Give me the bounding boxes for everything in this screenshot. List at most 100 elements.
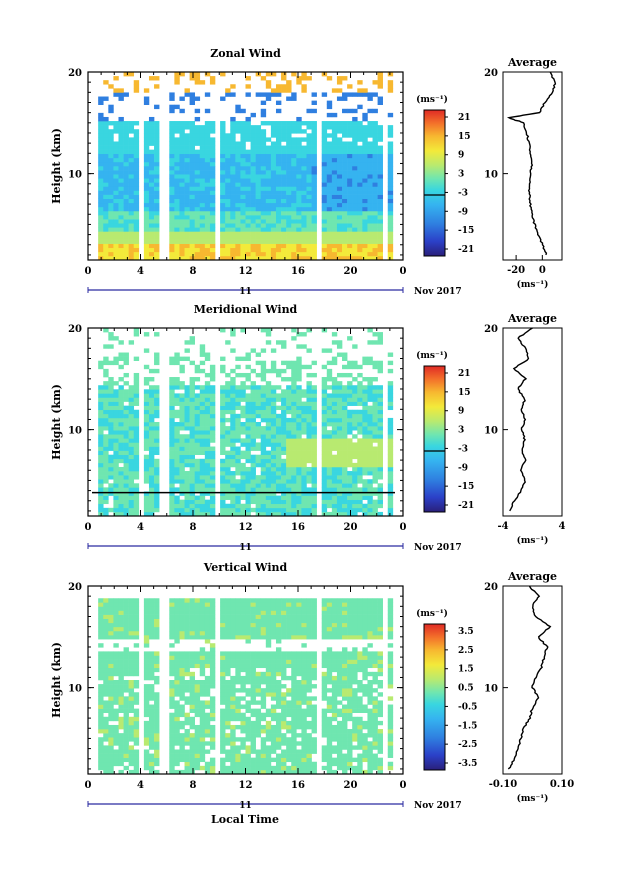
heatmap-cell [113, 356, 119, 361]
heatmap-cell [352, 417, 358, 423]
heatmap-cell [250, 198, 256, 204]
heatmap-cell [362, 479, 368, 484]
heatmap-cell [143, 454, 150, 460]
heatmap-cell [103, 405, 109, 411]
heatmap-cell [133, 729, 140, 734]
heatmap-cell [174, 671, 180, 677]
heatmap-cell [296, 153, 302, 159]
heatmap-cell [235, 618, 241, 624]
heatmap-cell [240, 716, 246, 722]
heatmap-cell [230, 121, 236, 126]
heatmap-cell [179, 598, 185, 603]
heatmap-cell [250, 651, 256, 656]
heatmap-cell [357, 499, 363, 505]
heatmap-cell [143, 426, 150, 431]
heatmap-cell [387, 462, 394, 468]
heatmap-cell [306, 381, 312, 386]
heatmap-cell [184, 417, 190, 423]
heatmap-cell [270, 462, 277, 468]
heatmap-cell [357, 153, 363, 159]
heatmap-cell [118, 413, 124, 419]
heatmap-cell [306, 422, 312, 427]
heatmap-cell [235, 704, 241, 709]
heatmap-cell [204, 761, 211, 767]
heatmap-cell [118, 141, 124, 146]
heatmap-cell [245, 352, 251, 357]
heatmap-cell [372, 491, 378, 496]
heatmap-cell [189, 606, 195, 611]
heatmap-cell [342, 170, 348, 175]
heatmap-cell [169, 618, 175, 624]
heatmap-cell [357, 507, 363, 513]
heatmap-cell [128, 458, 135, 464]
heatmap-cell [123, 663, 129, 669]
heatmap-cell [336, 413, 343, 419]
heatmap-cell [387, 397, 394, 402]
heatmap-cell [128, 757, 135, 763]
heatmap-cell [174, 145, 180, 150]
heatmap-cell [336, 190, 343, 195]
heatmap-cell [347, 422, 353, 427]
heatmap-cell [352, 377, 358, 382]
heatmap-cell [235, 153, 241, 159]
heatmap-cell [311, 108, 317, 114]
heatmap-cell [143, 499, 150, 505]
heatmap-cell [367, 450, 373, 455]
heatmap-cell [357, 210, 363, 216]
heatmap-cell [154, 475, 160, 480]
heatmap-cell [199, 405, 206, 411]
heatmap-cell [291, 186, 297, 191]
heatmap-cell [301, 231, 307, 236]
heatmap-cell [230, 495, 236, 500]
heatmap-cell [194, 475, 201, 480]
heatmap-cell [220, 389, 226, 394]
heatmap-cell [169, 741, 175, 746]
heatmap-cell [209, 129, 216, 134]
heatmap-cell [133, 765, 140, 771]
heatmap-cell [296, 438, 302, 443]
heatmap-cell [250, 231, 256, 236]
heatmap-cell [275, 88, 282, 93]
heatmap-cell [240, 630, 246, 636]
heatmap-cell [352, 194, 358, 199]
heatmap-cell [184, 243, 190, 249]
heatmap-cell [331, 360, 338, 366]
heatmap-cell [367, 405, 373, 411]
heatmap-cell [296, 235, 302, 240]
heatmap-cell [255, 487, 262, 492]
heatmap-cell [291, 409, 297, 415]
heatmap-cell [108, 153, 114, 159]
heatmap-cell [154, 491, 160, 496]
heatmap-cell [240, 251, 246, 257]
heatmap-cell [362, 405, 368, 411]
heatmap-cell [209, 479, 216, 484]
heatmap-cell [342, 215, 348, 220]
heatmap-cell [265, 409, 272, 415]
heatmap-cell [123, 202, 129, 208]
heatmap-cell [230, 170, 236, 175]
heatmap-cell [174, 243, 180, 249]
heatmap-cell [255, 166, 262, 171]
heatmap-cell [189, 397, 195, 402]
heatmap-cell [143, 153, 150, 159]
heatmap-cell [118, 733, 124, 738]
heatmap-cell [148, 121, 155, 126]
heatmap-cell [189, 227, 195, 232]
heatmap-cell [291, 141, 297, 146]
heatmap-cell [377, 438, 383, 443]
heatmap-cell [311, 389, 317, 394]
heatmap-cell [220, 170, 226, 175]
heatmap-cell [194, 409, 201, 415]
heatmap-cell [306, 438, 312, 443]
heatmap-cell [189, 409, 195, 415]
heatmap-cell [245, 133, 251, 138]
heatmap-cell [128, 198, 135, 204]
heatmap-cell [209, 145, 216, 150]
heatmap-cell [98, 100, 104, 105]
heatmap-cell [331, 223, 338, 228]
heatmap-cell [265, 186, 272, 191]
heatmap-cell [240, 166, 246, 171]
heatmap-cell [189, 602, 195, 607]
heatmap-cell [245, 372, 251, 378]
heatmap-cell [128, 684, 135, 689]
